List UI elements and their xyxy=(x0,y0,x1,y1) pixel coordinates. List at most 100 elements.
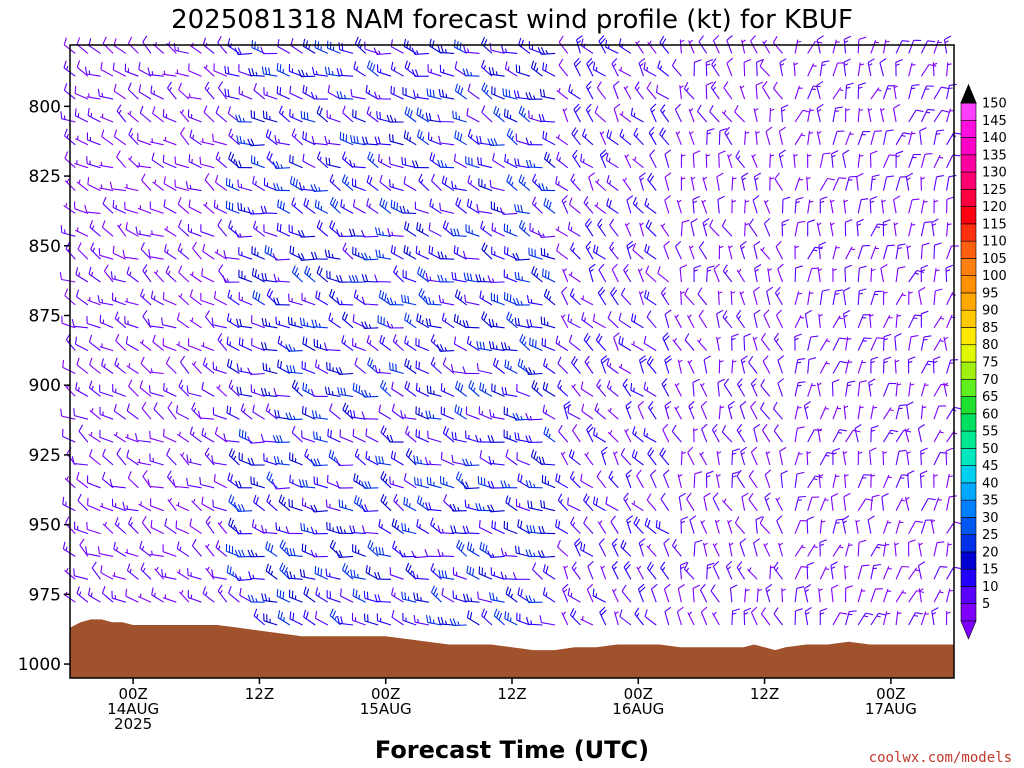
wind-barb-feather xyxy=(364,504,369,512)
wind-barb-half-feather xyxy=(883,338,888,341)
wind-barb-feather xyxy=(547,271,550,279)
wind-barb-half-feather xyxy=(720,406,725,409)
wind-barb-feather xyxy=(279,361,283,369)
wind-barb-feather xyxy=(941,86,949,90)
wind-barb-feather xyxy=(185,181,189,189)
wind-barb-feather xyxy=(492,152,495,161)
wind-barb-feather xyxy=(517,318,520,326)
wind-barb-feather xyxy=(772,401,778,409)
wind-barb-half-feather xyxy=(441,528,444,534)
wind-barb-feather xyxy=(189,426,194,434)
wind-barb-feather xyxy=(230,474,234,482)
wind-barb-feather xyxy=(411,47,416,55)
wind-barb-feather xyxy=(341,500,344,508)
wind-barb-half-feather xyxy=(885,40,890,43)
wind-barb-half-feather xyxy=(944,40,949,44)
wind-barb-staff xyxy=(416,525,430,535)
wind-barb-feather xyxy=(562,583,569,590)
wind-barb-feather xyxy=(341,562,346,571)
wind-barb-half-feather xyxy=(104,521,107,526)
wind-barb-half-feather xyxy=(920,177,925,180)
wind-barb-feather xyxy=(384,293,387,301)
wind-barb-half-feather xyxy=(623,177,628,182)
wind-barb-feather xyxy=(933,356,941,361)
wind-barb-feather xyxy=(310,184,315,192)
wind-barb-half-feather xyxy=(395,270,399,275)
wind-barb-feather xyxy=(647,172,653,180)
wind-barb-feather xyxy=(289,154,291,163)
wind-barb-feather xyxy=(270,248,273,256)
wind-barb-feather xyxy=(481,105,486,113)
wind-barb-feather xyxy=(418,314,422,323)
wind-barb-half-feather xyxy=(281,110,284,116)
wind-barb-staff xyxy=(908,154,915,168)
wind-barb-feather xyxy=(633,516,638,524)
wind-barb-feather xyxy=(64,151,69,159)
wind-barb-feather xyxy=(465,481,470,489)
wind-barb-half-feather xyxy=(609,385,612,390)
wind-barb-staff xyxy=(664,199,670,214)
wind-barb-feather xyxy=(759,516,765,524)
wind-barb-staff xyxy=(646,362,657,374)
wind-barb-half-feather xyxy=(626,406,631,410)
wind-barb-feather xyxy=(359,498,363,507)
wind-barb-staff xyxy=(142,270,152,283)
wind-barb-half-feather xyxy=(897,612,902,615)
wind-barb-feather xyxy=(557,379,562,388)
wind-barb-staff xyxy=(794,588,798,603)
wind-barb-feather xyxy=(663,538,670,544)
wind-barb-feather xyxy=(620,447,626,456)
wind-barb-feather xyxy=(390,85,393,94)
wind-barb-half-feather xyxy=(268,391,271,396)
wind-barb-half-feather xyxy=(409,136,412,142)
wind-barb-feather xyxy=(517,587,521,595)
wind-barb-staff xyxy=(905,176,910,191)
wind-barb-staff xyxy=(842,290,847,305)
wind-barb-staff xyxy=(803,588,809,603)
wind-barb-half-feather xyxy=(855,519,860,523)
wind-barb-half-feather xyxy=(625,428,629,433)
wind-barb-feather xyxy=(490,435,495,443)
wind-barb-half-feather xyxy=(766,589,771,593)
wind-barb-feather xyxy=(948,174,957,178)
wind-barb-staff xyxy=(402,93,417,100)
wind-barb-staff xyxy=(378,411,392,420)
wind-barb-staff xyxy=(339,464,354,467)
colorbar-swatch xyxy=(960,430,977,449)
wind-barb-feather xyxy=(583,493,588,501)
wind-barb-staff xyxy=(200,163,215,169)
wind-barb-feather xyxy=(703,492,711,498)
wind-barb-staff xyxy=(932,359,935,374)
wind-barb-staff xyxy=(89,387,101,397)
wind-barb-feather xyxy=(639,172,646,178)
wind-barb-feather xyxy=(893,104,901,109)
wind-barb-feather xyxy=(241,430,244,438)
wind-barb-feather xyxy=(710,81,717,88)
wind-barb-half-feather xyxy=(939,431,944,434)
wind-barb-staff xyxy=(175,527,190,535)
wind-barb-feather xyxy=(378,289,382,298)
wind-barb-half-feather xyxy=(562,314,566,318)
wind-barb-half-feather xyxy=(100,161,103,166)
wind-barb-staff xyxy=(649,474,657,489)
wind-barb-staff xyxy=(895,566,903,580)
wind-barb-feather xyxy=(174,156,177,164)
wind-barb-feather xyxy=(291,128,296,136)
wind-barb-staff xyxy=(86,553,101,557)
wind-barb-staff xyxy=(88,594,101,603)
wind-barb-staff xyxy=(479,526,493,535)
wind-barb-staff xyxy=(946,314,953,329)
wind-barb-staff xyxy=(187,461,202,466)
wind-barb-half-feather xyxy=(417,618,419,623)
wind-barb-staff xyxy=(354,455,367,466)
colorbar-label: 85 xyxy=(982,321,999,336)
wind-barb-staff xyxy=(74,92,89,100)
wind-barb-feather xyxy=(928,497,936,501)
wind-barb-feather xyxy=(634,81,640,89)
wind-barb-half-feather xyxy=(858,86,863,89)
wind-barb-staff xyxy=(569,294,581,306)
wind-barb-feather xyxy=(355,589,358,598)
wind-barb-feather xyxy=(227,472,231,480)
wind-barb-half-feather xyxy=(703,223,708,227)
wind-barb-feather xyxy=(374,227,378,235)
